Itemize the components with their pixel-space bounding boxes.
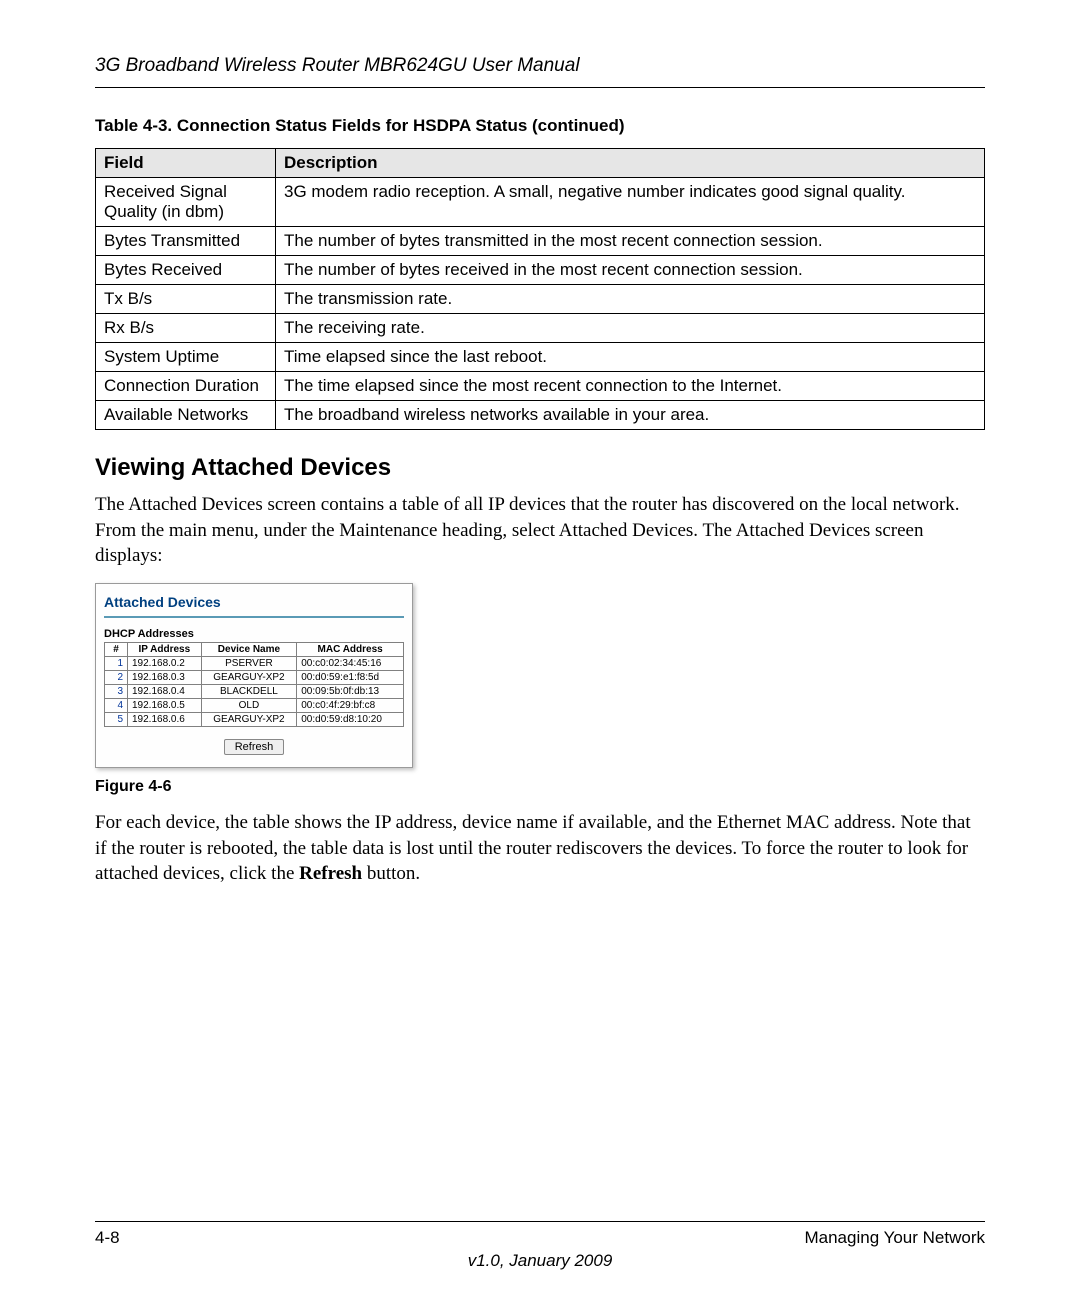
devices-header-row: # IP Address Device Name MAC Address — [105, 642, 404, 656]
col-ip: IP Address — [128, 642, 202, 656]
figure-subtitle: DHCP Addresses — [104, 628, 404, 640]
cell-field: Bytes Received — [96, 256, 276, 285]
devices-table: # IP Address Device Name MAC Address 119… — [104, 642, 404, 727]
col-device-name: Device Name — [201, 642, 297, 656]
cell-field: Available Networks — [96, 401, 276, 430]
col-mac: MAC Address — [297, 642, 404, 656]
paragraph-1: The Attached Devices screen contains a t… — [95, 492, 985, 569]
cell-desc: The number of bytes transmitted in the m… — [276, 227, 985, 256]
cell-dev: BLACKDELL — [201, 684, 297, 698]
table-row: Received Signal Quality (in dbm)3G modem… — [96, 178, 985, 227]
cell-ip: 192.168.0.4 — [128, 684, 202, 698]
cell-num: 1 — [105, 656, 128, 670]
cell-field: Rx B/s — [96, 314, 276, 343]
cell-desc: The time elapsed since the most recent c… — [276, 372, 985, 401]
cell-num: 2 — [105, 670, 128, 684]
cell-num: 3 — [105, 684, 128, 698]
cell-num: 5 — [105, 712, 128, 726]
device-row: 3192.168.0.4BLACKDELL00:09:5b:0f:db:13 — [105, 684, 404, 698]
cell-field: System Uptime — [96, 343, 276, 372]
footer-page-number: 4-8 — [95, 1228, 120, 1248]
cell-num: 4 — [105, 698, 128, 712]
col-num: # — [105, 642, 128, 656]
cell-dev: OLD — [201, 698, 297, 712]
figure-title: Attached Devices — [104, 594, 404, 618]
cell-ip: 192.168.0.3 — [128, 670, 202, 684]
table-header-row: Field Description — [96, 149, 985, 178]
section-title: Viewing Attached Devices — [95, 454, 985, 482]
cell-ip: 192.168.0.2 — [128, 656, 202, 670]
table-row: Tx B/sThe transmission rate. — [96, 285, 985, 314]
cell-desc: The transmission rate. — [276, 285, 985, 314]
cell-mac: 00:09:5b:0f:db:13 — [297, 684, 404, 698]
attached-devices-screenshot: Attached Devices DHCP Addresses # IP Add… — [95, 583, 413, 768]
cell-field: Bytes Transmitted — [96, 227, 276, 256]
footer-chapter-title: Managing Your Network — [804, 1228, 985, 1248]
cell-dev: GEARGUY-XP2 — [201, 670, 297, 684]
device-row: 5192.168.0.6GEARGUY-XP200:d0:59:d8:10:20 — [105, 712, 404, 726]
device-row: 1192.168.0.2PSERVER00:c0:02:34:45:16 — [105, 656, 404, 670]
table-row: Available NetworksThe broadband wireless… — [96, 401, 985, 430]
cell-mac: 00:c0:4f:29:bf:c8 — [297, 698, 404, 712]
table-caption: Table 4-3. Connection Status Fields for … — [95, 116, 985, 136]
refresh-button-wrap: Refresh — [104, 737, 404, 755]
version-line: v1.0, January 2009 — [0, 1251, 1080, 1271]
cell-ip: 192.168.0.5 — [128, 698, 202, 712]
cell-mac: 00:d0:59:d8:10:20 — [297, 712, 404, 726]
cell-field: Received Signal Quality (in dbm) — [96, 178, 276, 227]
col-field: Field — [96, 149, 276, 178]
cell-field: Tx B/s — [96, 285, 276, 314]
col-description: Description — [276, 149, 985, 178]
device-row: 2192.168.0.3GEARGUY-XP200:d0:59:e1:f8:5d — [105, 670, 404, 684]
refresh-button[interactable]: Refresh — [224, 739, 285, 755]
figure-caption: Figure 4-6 — [95, 778, 985, 796]
cell-ip: 192.168.0.6 — [128, 712, 202, 726]
paragraph-2: For each device, the table shows the IP … — [95, 810, 985, 887]
cell-desc: The broadband wireless networks availabl… — [276, 401, 985, 430]
page-header: 3G Broadband Wireless Router MBR624GU Us… — [95, 55, 985, 88]
page: 3G Broadband Wireless Router MBR624GU Us… — [0, 0, 1080, 1296]
table-row: Bytes ReceivedThe number of bytes receiv… — [96, 256, 985, 285]
table-row: Bytes TransmittedThe number of bytes tra… — [96, 227, 985, 256]
status-fields-table: Field Description Received Signal Qualit… — [95, 148, 985, 430]
cell-desc: Time elapsed since the last reboot. — [276, 343, 985, 372]
cell-dev: PSERVER — [201, 656, 297, 670]
cell-field: Connection Duration — [96, 372, 276, 401]
cell-mac: 00:d0:59:e1:f8:5d — [297, 670, 404, 684]
device-row: 4192.168.0.5OLD00:c0:4f:29:bf:c8 — [105, 698, 404, 712]
para2-text-a: For each device, the table shows the IP … — [95, 812, 971, 884]
cell-desc: The number of bytes received in the most… — [276, 256, 985, 285]
page-footer: 4-8 Managing Your Network — [95, 1221, 985, 1248]
para2-text-b: button. — [362, 863, 420, 884]
table-row: Connection DurationThe time elapsed sinc… — [96, 372, 985, 401]
cell-dev: GEARGUY-XP2 — [201, 712, 297, 726]
table-row: System UptimeTime elapsed since the last… — [96, 343, 985, 372]
cell-desc: 3G modem radio reception. A small, negat… — [276, 178, 985, 227]
table-row: Rx B/sThe receiving rate. — [96, 314, 985, 343]
para2-refresh-bold: Refresh — [299, 863, 362, 884]
cell-desc: The receiving rate. — [276, 314, 985, 343]
cell-mac: 00:c0:02:34:45:16 — [297, 656, 404, 670]
